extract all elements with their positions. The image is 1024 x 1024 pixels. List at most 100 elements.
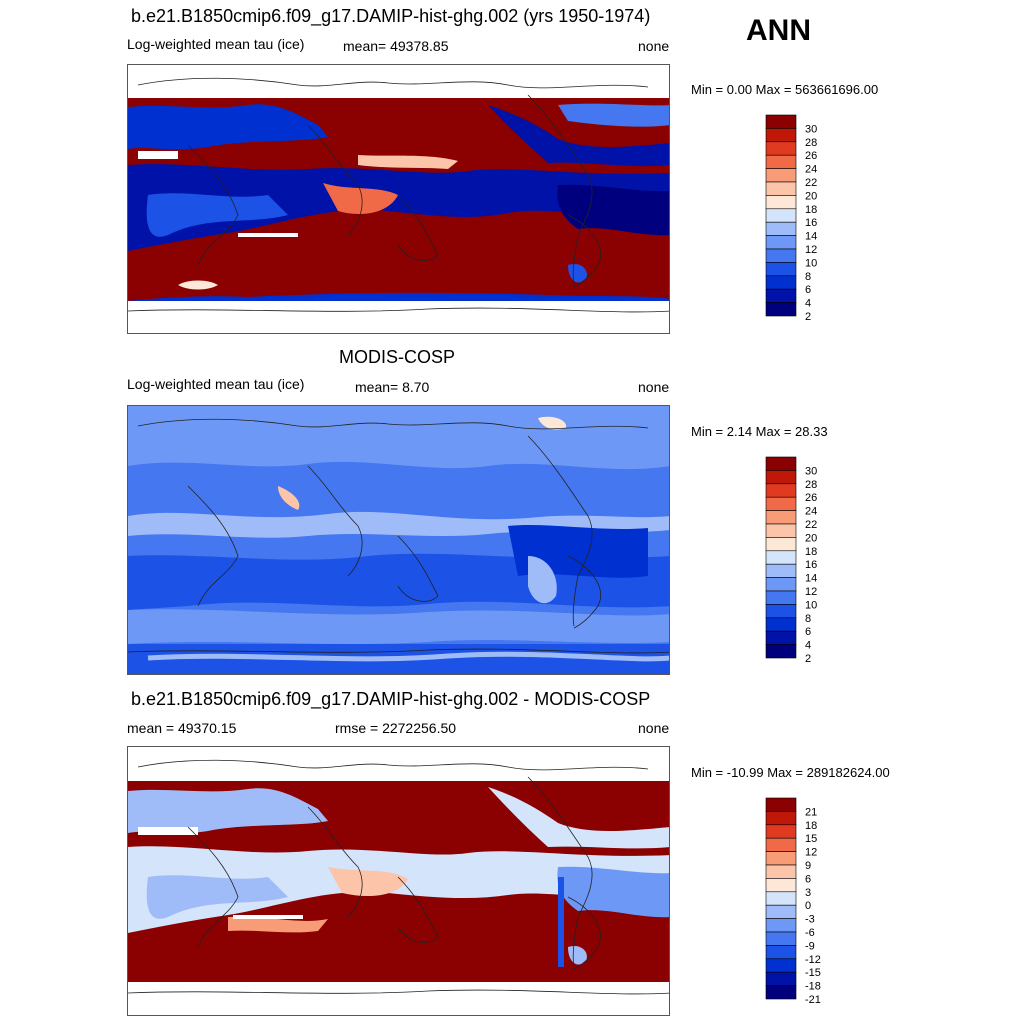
colorbar-tick-label: -12 [805,954,821,966]
colorbar-tick-label: -15 [805,967,821,979]
panel1-colorbar: 30 28 26 24 22 20 18 16 14 12 10 8 6 4 2 [765,114,817,335]
colorbar-tick-label: 2 [805,311,811,323]
panel1-mean-label: mean= 49378.85 [343,38,449,54]
colorbar-swatch [765,208,797,223]
colorbar-swatch [765,644,797,659]
panel2-mean-label: mean= 8.70 [355,379,430,395]
colorbar-tick-label: 12 [805,244,817,256]
colorbar-swatch [765,302,797,317]
panel1-map [127,64,670,334]
panel2-left-label: Log-weighted mean tau (ice) [127,376,305,392]
colorbar-tick-label: 12 [805,586,817,598]
panel1-left-label: Log-weighted mean tau (ice) [127,36,305,52]
colorbar-tick-label: 18 [805,820,817,832]
colorbar-tick-label: 21 [805,806,817,818]
colorbar-tick-label: 4 [805,298,811,310]
colorbar-tick-label: 22 [805,519,817,531]
colorbar-swatch [765,864,797,879]
colorbar-tick-label: 24 [805,506,817,518]
colorbar-tick-label: 0 [805,900,811,912]
colorbar-swatch [765,262,797,277]
colorbar-swatch [765,891,797,906]
colorbar-swatch [765,141,797,156]
colorbar-tick-label: 8 [805,613,811,625]
colorbar-tick-label: 6 [805,873,811,885]
colorbar-swatch [765,878,797,893]
colorbar-tick-label: 10 [805,599,817,611]
panel3-rmse-label: rmse = 2272256.50 [335,720,457,736]
panel2-map [127,405,670,675]
colorbar-swatch [765,288,797,303]
colorbar-swatch [765,604,797,619]
panel3-title: b.e21.B1850cmip6.f09_g17.DAMIP-hist-ghg.… [131,689,651,709]
colorbar-swatch [765,945,797,960]
colorbar-swatch [765,114,797,129]
colorbar-swatch [765,958,797,973]
colorbar-swatch [765,617,797,632]
colorbar-swatch [765,537,797,552]
colorbar-swatch [765,496,797,511]
colorbar-swatch [765,577,797,592]
colorbar-tick-label: 18 [805,546,817,558]
panel3-minmax: Min = -10.99 Max = 289182624.00 [691,765,890,780]
colorbar-tick-label: -18 [805,981,821,993]
colorbar-swatch [765,630,797,645]
colorbar-tick-label: 24 [805,164,817,176]
colorbar-swatch [765,195,797,210]
colorbar-swatch [765,550,797,565]
colorbar-swatch [765,931,797,946]
panel3-colorbar: 21 18 15 12 9 6 3 0 -3 -6 -9 -12 -15 -18 -21 [765,797,821,1018]
colorbar-swatch [765,904,797,919]
colorbar-tick-label: 10 [805,257,817,269]
colorbar-swatch [765,275,797,290]
colorbar-swatch [765,154,797,169]
colorbar-swatch [765,483,797,498]
colorbar-tick-label: 20 [805,190,817,202]
panel3-units-label: none [638,720,670,736]
season-label: ANN [746,14,811,47]
colorbar-swatch [765,837,797,852]
colorbar-tick-label: 6 [805,626,811,638]
colorbar-tick-label: 26 [805,150,817,162]
panel1-minmax: Min = 0.00 Max = 563661696.00 [691,82,879,97]
colorbar-swatch [765,797,797,812]
colorbar-tick-label: -21 [805,994,821,1006]
panel2-colorbar: 30 28 26 24 22 20 18 16 14 12 10 8 6 4 2 [765,456,817,677]
colorbar-tick-label: -9 [805,940,815,952]
colorbar-tick-label: 16 [805,559,817,571]
panel3-left-label: mean = 49370.15 [127,720,237,736]
colorbar-swatch [765,510,797,525]
colorbar-tick-label: 6 [805,284,811,296]
colorbar-swatch [765,470,797,485]
colorbar-swatch [765,168,797,183]
colorbar-swatch [765,590,797,605]
colorbar-tick-label: 15 [805,833,817,845]
colorbar-tick-label: 9 [805,860,811,872]
colorbar-swatch [765,248,797,263]
colorbar-tick-label: 30 [805,123,817,135]
colorbar-tick-label: 28 [805,137,817,149]
colorbar-tick-label: 22 [805,177,817,189]
colorbar-swatch [765,456,797,471]
colorbar-swatch [765,221,797,236]
panel2-units-label: none [638,379,670,395]
panel1-title: b.e21.B1850cmip6.f09_g17.DAMIP-hist-ghg.… [131,6,651,26]
colorbar-tick-label: -6 [805,927,815,939]
panel2-title: MODIS-COSP [339,347,456,367]
colorbar-tick-label: 16 [805,217,817,229]
panel3-map [127,746,670,1016]
colorbar-swatch [765,985,797,1000]
colorbar-swatch [765,563,797,578]
colorbar-swatch [765,824,797,839]
colorbar-tick-label: 12 [805,847,817,859]
colorbar-swatch [765,971,797,986]
colorbar-tick-label: 8 [805,271,811,283]
panel2-minmax: Min = 2.14 Max = 28.33 [691,424,828,439]
panel1-units-label: none [638,38,670,54]
colorbar-swatch [765,811,797,826]
colorbar-tick-label: 4 [805,640,811,652]
colorbar-tick-label: 14 [805,573,817,585]
colorbar-tick-label: 14 [805,231,817,243]
colorbar-tick-label: 3 [805,887,811,899]
colorbar-tick-label: 30 [805,465,817,477]
